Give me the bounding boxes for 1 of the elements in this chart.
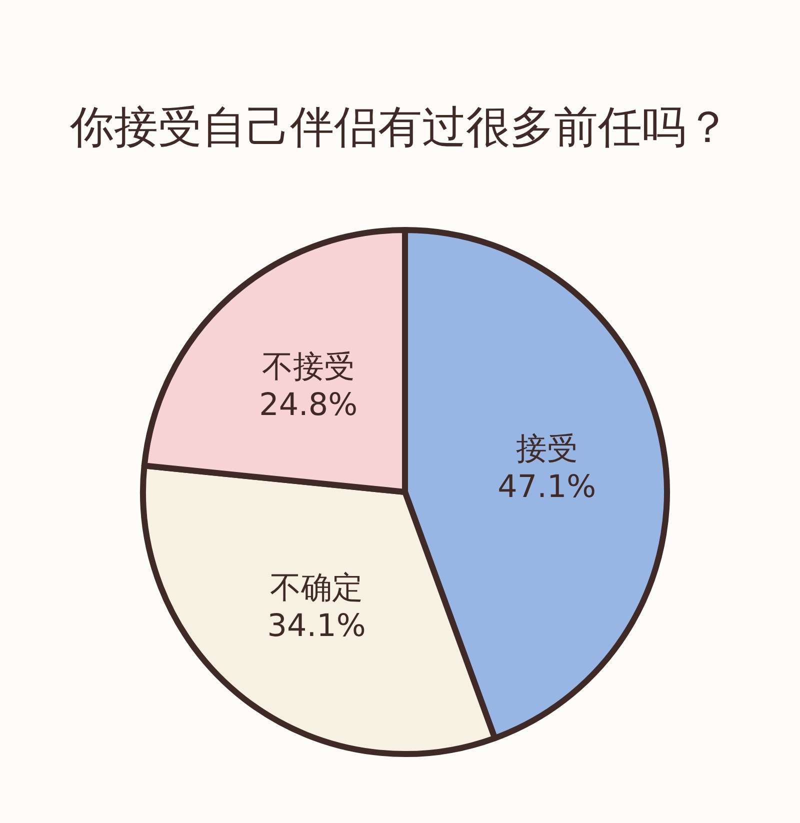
title: 你接受自己伴侣有过很多前任吗？ [70,102,730,153]
